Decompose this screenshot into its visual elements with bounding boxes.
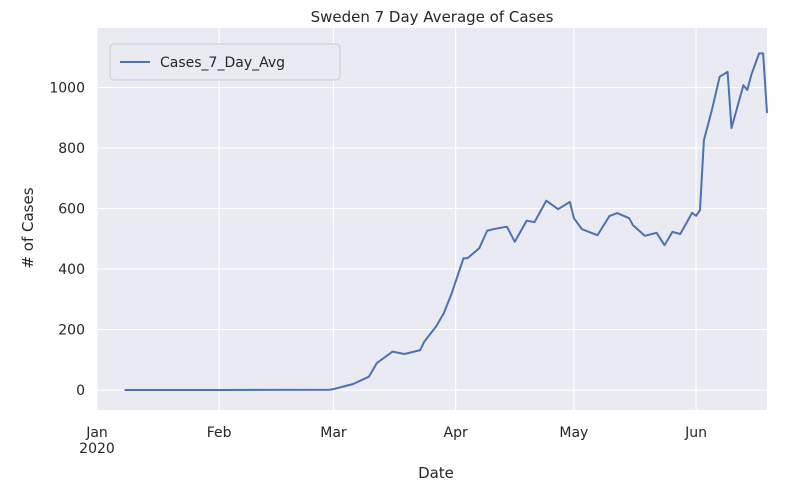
- y-axis-label: # of Cases: [19, 187, 37, 268]
- series-line-cases-7-day-avg: [124, 52, 768, 391]
- y-tick-label: 800: [58, 141, 85, 157]
- legend: Cases_7_Day_Avg: [109, 43, 341, 81]
- x-tick-label: Feb: [207, 425, 232, 441]
- y-tick-labels: 0 200 400 600 800 1000: [49, 81, 85, 399]
- plot-area: [97, 28, 767, 410]
- y-tick-label: 600: [58, 202, 85, 218]
- y-tick-label: 1000: [49, 81, 85, 97]
- y-tick-label: 0: [76, 383, 85, 399]
- x-tick-label: May: [559, 425, 588, 441]
- y-tick-label: 200: [58, 323, 85, 339]
- x-tick-label: Mar: [320, 425, 347, 441]
- x-tick-label: Jan: [85, 425, 108, 441]
- x-axis-label: Date: [418, 464, 454, 482]
- x-tick-label: Jun: [684, 425, 707, 441]
- legend-label: Cases_7_Day_Avg: [160, 55, 285, 71]
- legend-box: [109, 43, 341, 81]
- x-tick-label: Apr: [444, 425, 468, 441]
- chart-title: Sweden 7 Day Average of Cases: [311, 8, 554, 26]
- grid: [96, 28, 767, 410]
- x-tick-sublabel: 2020: [79, 441, 115, 457]
- y-tick-label: 400: [58, 262, 85, 278]
